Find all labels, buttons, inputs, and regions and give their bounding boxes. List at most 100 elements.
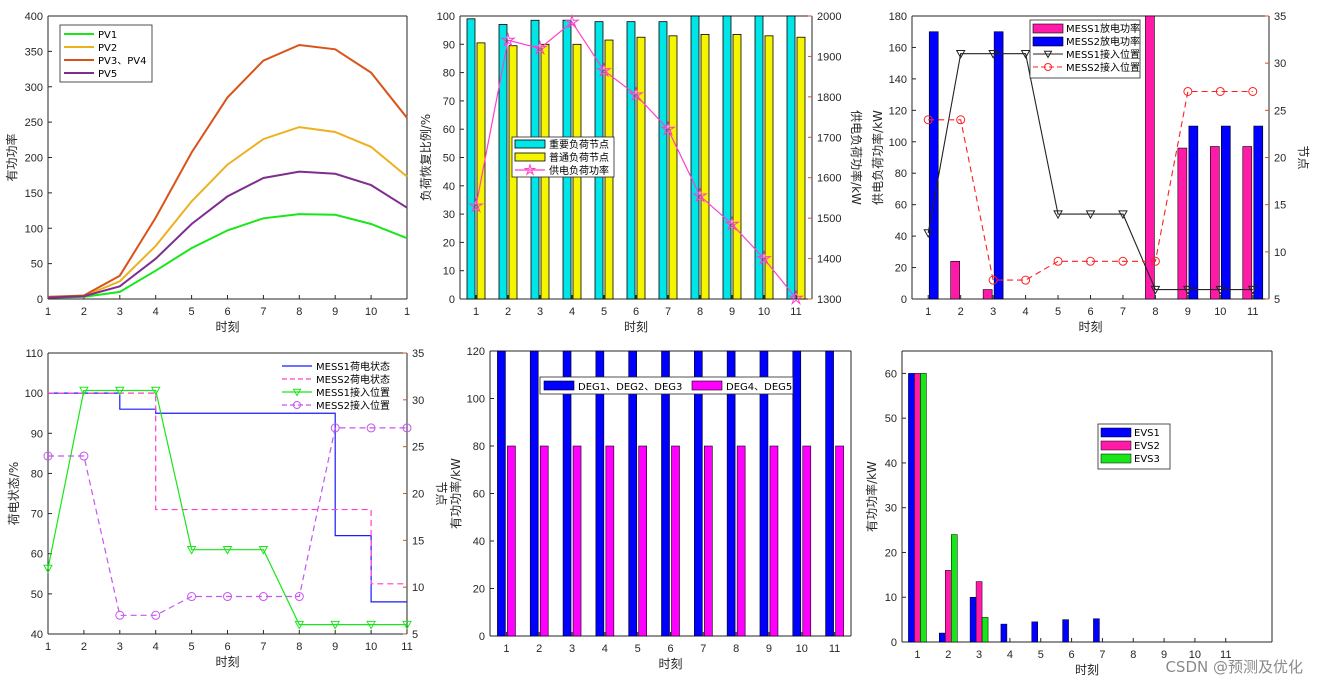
data-point-marker xyxy=(988,275,998,285)
legend-label: PV1 xyxy=(98,30,117,41)
bar-普通负荷节点 xyxy=(700,33,710,300)
bar-DEG4、DEG5 xyxy=(572,445,582,637)
x-tick-label: 5 xyxy=(1055,306,1061,318)
legend-label: EVS2 xyxy=(1134,441,1160,452)
x-tick-label: 11 xyxy=(1247,306,1258,318)
x-tick-label: 1 xyxy=(503,643,509,655)
bar-MESS1放电功率 xyxy=(982,289,993,300)
x-tick-label: 4 xyxy=(1023,306,1029,318)
mess-soc-chart: 40 50 60 70 80 90 100 110 5 10 15 20 25 30 35 1 2 3 4 5 6 7 8 9… xyxy=(7,348,448,669)
bar-DEG4、DEG5 xyxy=(802,445,812,637)
bar-MESS1放电功率 xyxy=(1210,146,1220,300)
series-line-PV3、PV4 xyxy=(47,43,408,298)
y-tick-label: 50 xyxy=(31,589,43,601)
y-axis-label: 有功功率/kW xyxy=(448,458,463,529)
data-point-marker xyxy=(788,289,804,306)
y-tick-label: 180 xyxy=(889,11,907,23)
x-tick-label: 5 xyxy=(635,643,641,655)
y2-tick-label: 30 xyxy=(412,395,424,407)
bar-EVS1 xyxy=(1031,621,1038,643)
data-point-marker xyxy=(366,620,376,630)
x-axis-label: 时刻 xyxy=(1078,320,1102,334)
legend-label: 普通负荷节点 xyxy=(549,151,609,164)
data-point-marker xyxy=(956,115,966,125)
x-tick-label: 7 xyxy=(700,643,706,655)
data-point-marker xyxy=(523,163,537,176)
bar-重要负荷节点 xyxy=(498,24,508,300)
x-axis-label: 时刻 xyxy=(215,655,239,669)
x-tick-label: 2 xyxy=(536,643,542,655)
y2-tick-label: 35 xyxy=(1274,11,1286,23)
series-line-PV1 xyxy=(47,213,408,299)
x-axis-label: 时刻 xyxy=(658,657,682,671)
bar-DEG4、DEG5 xyxy=(638,445,647,637)
y2-tick-label: 20 xyxy=(412,489,424,501)
data-point-marker xyxy=(500,31,516,48)
x-tick-label: 4 xyxy=(1007,649,1013,661)
x-tick-label: 3 xyxy=(569,643,575,655)
bar-DEG4、DEG5 xyxy=(835,445,844,637)
data-point-marker xyxy=(293,401,301,409)
bar-普通负荷节点 xyxy=(796,36,806,300)
legend-label: MESS2接入位置 xyxy=(1066,61,1140,74)
series-line-供电负荷功率 xyxy=(475,21,797,299)
y2-tick-label: 5 xyxy=(1274,294,1280,306)
legend-swatch xyxy=(1100,453,1132,464)
bar-MESS1放电功率 xyxy=(1145,15,1155,300)
y-axis-label: 供电负荷功率/kW xyxy=(870,110,885,205)
data-point-marker xyxy=(294,620,305,630)
x-tick-label: 1 xyxy=(45,641,51,653)
x-tick-label: 5 xyxy=(601,306,607,318)
bar-普通负荷节点 xyxy=(476,42,486,300)
x-tick-label: 8 xyxy=(296,306,302,318)
data-point-marker xyxy=(1053,210,1063,220)
y-tick-label: 350 xyxy=(25,46,43,58)
data-point-marker xyxy=(402,423,412,433)
bar-EVS3 xyxy=(981,617,989,643)
y-axis-label: 有功功率 xyxy=(4,133,19,181)
data-point-marker xyxy=(955,50,966,59)
x-tick-label: 4 xyxy=(569,306,575,318)
bar-DEG1、DEG2、DEG3 xyxy=(726,350,736,637)
x-tick-label: 8 xyxy=(296,641,302,653)
x-tick-label: 5 xyxy=(1038,649,1044,661)
bar-MESS1放电功率 xyxy=(1177,147,1188,300)
x-tick-label: 10 xyxy=(1214,306,1226,318)
series-line-PV5 xyxy=(47,170,408,299)
legend-swatch xyxy=(691,380,723,391)
bar-MESS2放电功率 xyxy=(1188,125,1199,300)
pv-output-chart: 0 50 100 150 200 250 300 350 400 1 2 3 4 5 6 7 8 9 10 1 时刻 有功… xyxy=(4,11,410,334)
x-tick-label: 3 xyxy=(537,306,543,318)
bar-重要负荷节点 xyxy=(658,21,668,300)
y-tick-label: 300 xyxy=(25,82,43,94)
y-tick-label: 90 xyxy=(31,428,43,440)
data-point-marker xyxy=(150,386,161,396)
legend-label: MESS1放电功率 xyxy=(1066,22,1140,35)
y2-tick-label: 35 xyxy=(412,348,424,360)
bar-EVS3 xyxy=(951,534,958,643)
y-tick-label: 100 xyxy=(467,394,485,406)
data-point-marker xyxy=(596,62,612,78)
evs-power-chart: 0 10 20 30 40 50 60 1 2 3 4 5 6 7 8 9 10 11 时刻 有功功率/kW EVS1 E… xyxy=(864,350,1273,677)
y-tick-label: 160 xyxy=(889,42,907,54)
x-tick-label: 1 xyxy=(45,306,51,318)
y-tick-label: 60 xyxy=(885,368,897,380)
bar-DEG1、DEG2、DEG3 xyxy=(792,350,802,637)
y-tick-label: 90 xyxy=(443,39,455,51)
series-line-PV2 xyxy=(47,126,408,298)
y-axis-label: 荷电状态/% xyxy=(7,462,21,525)
data-point-marker xyxy=(532,39,548,56)
bar-DEG1、DEG2、DEG3 xyxy=(694,350,703,637)
data-point-marker xyxy=(43,564,53,574)
data-point-marker xyxy=(1118,256,1128,266)
x-tick-label: 4 xyxy=(602,643,608,655)
x-tick-label: 2 xyxy=(945,649,951,661)
legend-swatch xyxy=(1100,427,1132,438)
data-point-marker xyxy=(292,388,302,397)
y-tick-label: 100 xyxy=(25,388,43,400)
y-tick-label: 40 xyxy=(895,231,907,243)
data-point-marker xyxy=(223,592,232,602)
x-tick-label: 7 xyxy=(260,641,266,653)
